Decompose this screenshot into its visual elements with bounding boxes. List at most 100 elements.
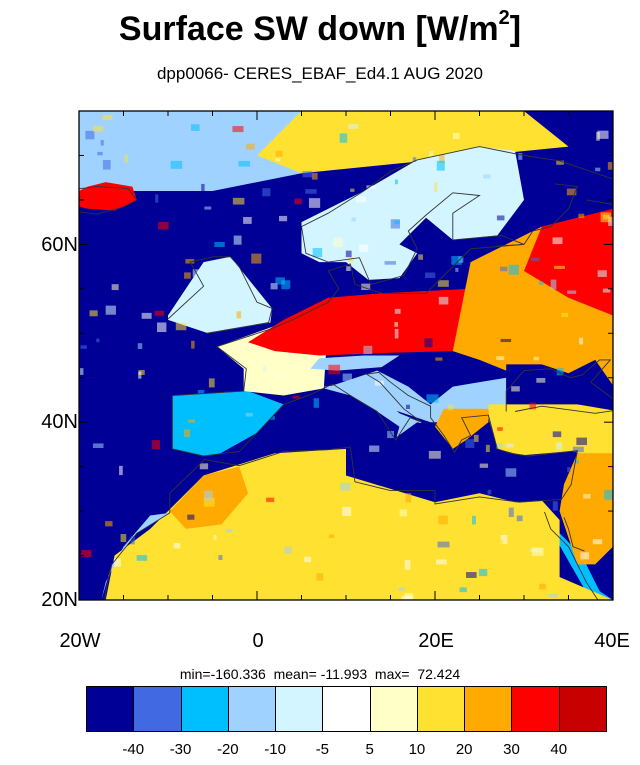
- grid-cell: [550, 279, 557, 290]
- grid-cell: [551, 467, 559, 474]
- grid-cell: [275, 150, 283, 157]
- colorbar-swatch: [180, 686, 229, 732]
- region-greece: [435, 408, 489, 449]
- grid-cell: [394, 328, 399, 339]
- coastline-6: [563, 517, 585, 552]
- grid-cell: [438, 515, 448, 525]
- grid-cell: [529, 402, 536, 410]
- grid-cell: [113, 558, 121, 567]
- grid-cell: [428, 450, 441, 459]
- grid-cell: [436, 160, 445, 171]
- grid-cell: [348, 257, 354, 262]
- grid-cell: [173, 542, 181, 549]
- grid-cell: [548, 594, 558, 598]
- grid-cell: [208, 378, 215, 388]
- grid-cell: [336, 487, 340, 493]
- grid-cell: [437, 280, 449, 287]
- lon-label-40e: 40E: [594, 630, 630, 652]
- grid-cell: [120, 533, 127, 543]
- grid-cell: [359, 244, 369, 253]
- grid-cell: [97, 151, 103, 156]
- grid-cell: [312, 248, 323, 258]
- grid-cell: [217, 383, 230, 390]
- grid-cell: [552, 501, 558, 511]
- grid-cell: [374, 380, 384, 386]
- grid-cell: [81, 550, 92, 558]
- grid-cell: [603, 214, 610, 220]
- grid-cell: [192, 269, 199, 278]
- coastline-0: [171, 146, 613, 449]
- grid-cell: [552, 237, 563, 245]
- grid-cell: [232, 126, 244, 133]
- grid-cell: [567, 290, 577, 294]
- grid-cell: [157, 221, 169, 230]
- grid-cell: [405, 404, 411, 409]
- colorbar-tick-label: -20: [216, 741, 239, 758]
- field-layer: [79, 111, 613, 600]
- chart-subtitle: dpp0066- CERES_EBAF_Ed4.1 AUG 2020: [156, 64, 484, 83]
- grid-cell: [425, 272, 436, 278]
- grid-cell: [351, 217, 357, 222]
- grid-cell: [294, 198, 302, 205]
- grid-cell: [268, 415, 275, 420]
- grid-cell: [137, 343, 143, 349]
- grid-cell: [262, 188, 271, 197]
- region-libya-and-egypt: [363, 497, 560, 583]
- grid-cell: [288, 457, 293, 465]
- grid-cell: [511, 386, 520, 392]
- grid-cell: [494, 539, 504, 549]
- grid-cell: [506, 443, 514, 448]
- grid-cell: [275, 277, 285, 285]
- grid-cell: [369, 125, 377, 135]
- grid-cell: [384, 261, 396, 265]
- grid-cell: [518, 153, 523, 160]
- grid-cell: [225, 529, 233, 533]
- region-black-sea: [506, 359, 613, 414]
- grid-cell: [452, 133, 460, 139]
- grid-cell: [553, 265, 565, 269]
- lon-label-20e: 20E: [418, 630, 454, 652]
- colorbar-swatch: [322, 686, 371, 732]
- grid-cell: [138, 371, 142, 379]
- colorbar-tick-label: -10: [264, 741, 286, 758]
- grid-cell: [111, 284, 119, 291]
- grid-cell: [333, 237, 343, 248]
- grid-cell: [405, 493, 412, 503]
- grid-cell: [141, 312, 152, 319]
- grid-cell: [435, 559, 447, 565]
- grid-cell: [579, 122, 587, 129]
- grid-cell: [531, 257, 540, 262]
- coastline-2: [167, 256, 273, 334]
- grid-cell: [574, 460, 580, 464]
- grid-cell: [92, 443, 104, 449]
- lat-label-40n: 40N: [41, 411, 78, 433]
- chart-title-close: ]: [509, 10, 522, 48]
- grid-cell: [105, 305, 116, 315]
- grid-cell: [607, 162, 613, 170]
- grid-cell: [346, 266, 351, 271]
- chart-title-superscript: 2: [498, 6, 510, 29]
- grid-cell: [308, 198, 321, 208]
- grid-cell: [251, 253, 262, 264]
- grid-cell: [505, 468, 517, 477]
- grid-cell: [119, 465, 123, 476]
- grid-cell: [394, 179, 398, 185]
- grid-cell: [281, 280, 291, 290]
- stats-readout: min=-160.336 mean= -11.993 max= 72.424: [179, 666, 461, 682]
- grid-cell: [451, 256, 462, 265]
- grid-cell: [292, 395, 300, 399]
- grid-cell: [345, 250, 352, 258]
- grid-cell: [224, 533, 228, 538]
- region-norwegian-sea: [257, 111, 569, 174]
- grid-cell: [246, 143, 255, 150]
- grid-cell: [102, 159, 111, 170]
- colorbar-swatch: [133, 686, 182, 732]
- grid-cell: [187, 419, 196, 423]
- grid-cell: [136, 555, 148, 561]
- grid-cell: [154, 310, 165, 316]
- lat-label-20n: 20N: [41, 589, 78, 611]
- grid-cell: [552, 431, 562, 438]
- grid-cell: [277, 375, 282, 379]
- grid-cell: [583, 493, 591, 499]
- coastline-3: [79, 186, 138, 215]
